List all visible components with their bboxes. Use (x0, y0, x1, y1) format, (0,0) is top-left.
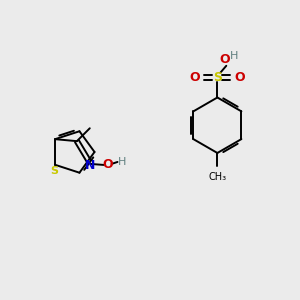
Text: CH₃: CH₃ (208, 172, 226, 182)
Text: O: O (235, 71, 245, 84)
Text: O: O (189, 71, 200, 84)
Text: O: O (219, 53, 230, 66)
Text: N: N (85, 159, 95, 172)
Text: O: O (102, 158, 113, 171)
Text: H: H (230, 51, 238, 61)
Text: H: H (118, 157, 127, 167)
Text: S: S (50, 166, 58, 176)
Text: S: S (213, 71, 222, 84)
